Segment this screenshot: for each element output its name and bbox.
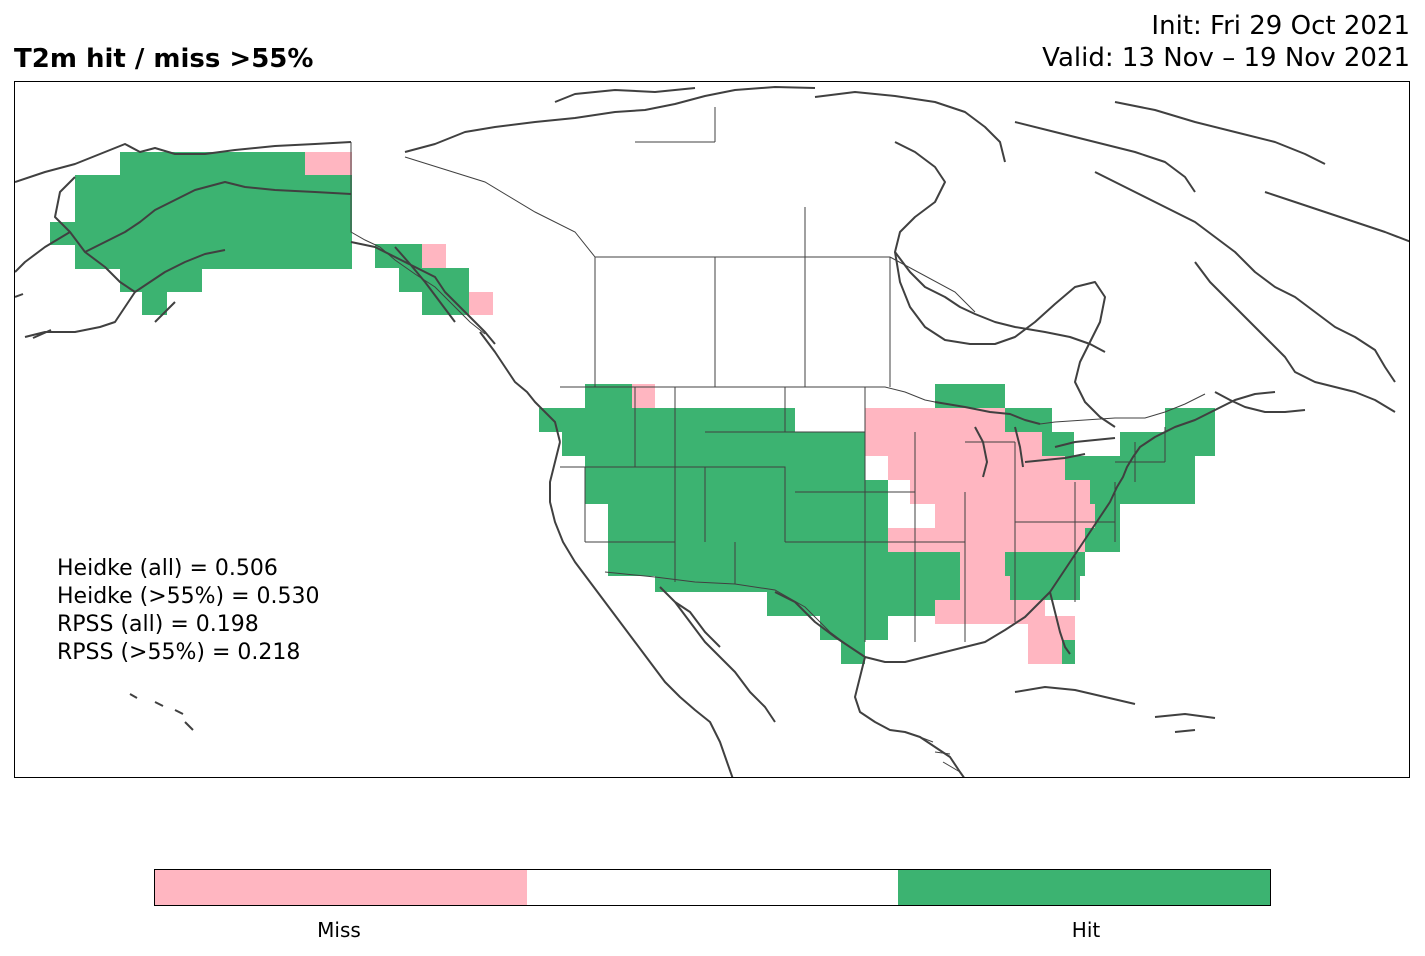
miss-cell [422, 244, 446, 268]
skill-scores: Heidke (all) = 0.506 Heidke (>55%) = 0.5… [57, 555, 320, 667]
hit-cell [655, 576, 935, 592]
hit-cell [120, 152, 305, 269]
miss-cell [469, 292, 493, 315]
hit-cell [120, 269, 202, 292]
hit-cell [399, 268, 469, 292]
coastline-alaska [15, 141, 352, 339]
forecast-dates: Init: Fri 29 Oct 2021 Valid: 13 Nov – 19… [1042, 10, 1410, 74]
heidke-55: Heidke (>55%) = 0.530 [57, 584, 320, 609]
border-provinces [404, 107, 976, 387]
miss-cell [865, 432, 985, 456]
border-central-america [919, 736, 961, 773]
colorbar-neutral-segment [526, 870, 899, 905]
miss-cell [632, 384, 655, 408]
hit-cell [1090, 480, 1195, 504]
coastline-gulf-east [774, 391, 1276, 777]
coastline-labrador [1194, 261, 1396, 413]
rpss-all: RPSS (all) = 0.198 [57, 612, 259, 637]
hit-cell [75, 175, 120, 269]
hit-cell [1095, 504, 1120, 528]
hit-cell [1120, 432, 1215, 456]
colorbar-label-miss: Miss [317, 918, 361, 942]
hit-cell [585, 456, 865, 480]
hit-cell [142, 292, 167, 315]
heidke-all: Heidke (all) = 0.506 [57, 556, 278, 581]
miss-cell [935, 600, 1045, 624]
colorbar-hit-segment [898, 870, 1271, 905]
hit-cell [935, 576, 960, 600]
colorbar [154, 869, 1271, 906]
hit-cell [767, 592, 935, 616]
miss-cell [305, 152, 352, 175]
map-canvas [15, 86, 1409, 777]
coastline-hawaii [129, 693, 194, 731]
colorbar-miss-segment [155, 870, 527, 905]
border-us-states [560, 387, 1166, 642]
colorbar-label-hit: Hit [1071, 918, 1101, 942]
hit-cell [562, 432, 865, 456]
coastline-arctic [404, 86, 1409, 383]
political-borders [350, 107, 1206, 773]
coastline-baja [659, 586, 776, 723]
miss-cell [888, 528, 1085, 552]
miss-cell [910, 480, 1090, 504]
miss-cell [960, 576, 1010, 600]
hit-cell [608, 528, 888, 552]
hit-cell [305, 175, 352, 269]
border-canada-us [560, 386, 1206, 425]
hit-cell [865, 616, 888, 640]
map-title: T2m hit / miss >55% [14, 44, 314, 74]
hit-cell [375, 244, 422, 268]
miss-cell [865, 408, 935, 432]
miss-cell [1028, 616, 1075, 640]
coastline-us-west [549, 441, 734, 777]
hit-cell [1005, 552, 1085, 576]
init-date: Init: Fri 29 Oct 2021 [1151, 11, 1410, 41]
border-us-mexico [604, 571, 851, 648]
valid-date: Valid: 13 Nov – 19 Nov 2021 [1042, 43, 1410, 73]
hit-cell [608, 552, 935, 576]
coastline-great-lakes [934, 401, 1116, 478]
border-alaska-canada [350, 142, 486, 335]
hit-cell [608, 504, 888, 528]
map-panel [14, 81, 1410, 778]
hit-cell [422, 292, 469, 315]
rpss-55: RPSS (>55%) = 0.218 [57, 640, 301, 665]
coastline-southeast-alaska [350, 241, 561, 443]
hit-cell [1125, 456, 1195, 480]
miss-cell [960, 552, 1005, 576]
hit-cell [585, 384, 632, 408]
hit-cell [539, 408, 795, 432]
miss-cell [985, 432, 1042, 456]
coastline-caribbean [1014, 686, 1216, 733]
coastline-hudson-bay [894, 251, 1116, 428]
coastlines [15, 86, 1409, 777]
